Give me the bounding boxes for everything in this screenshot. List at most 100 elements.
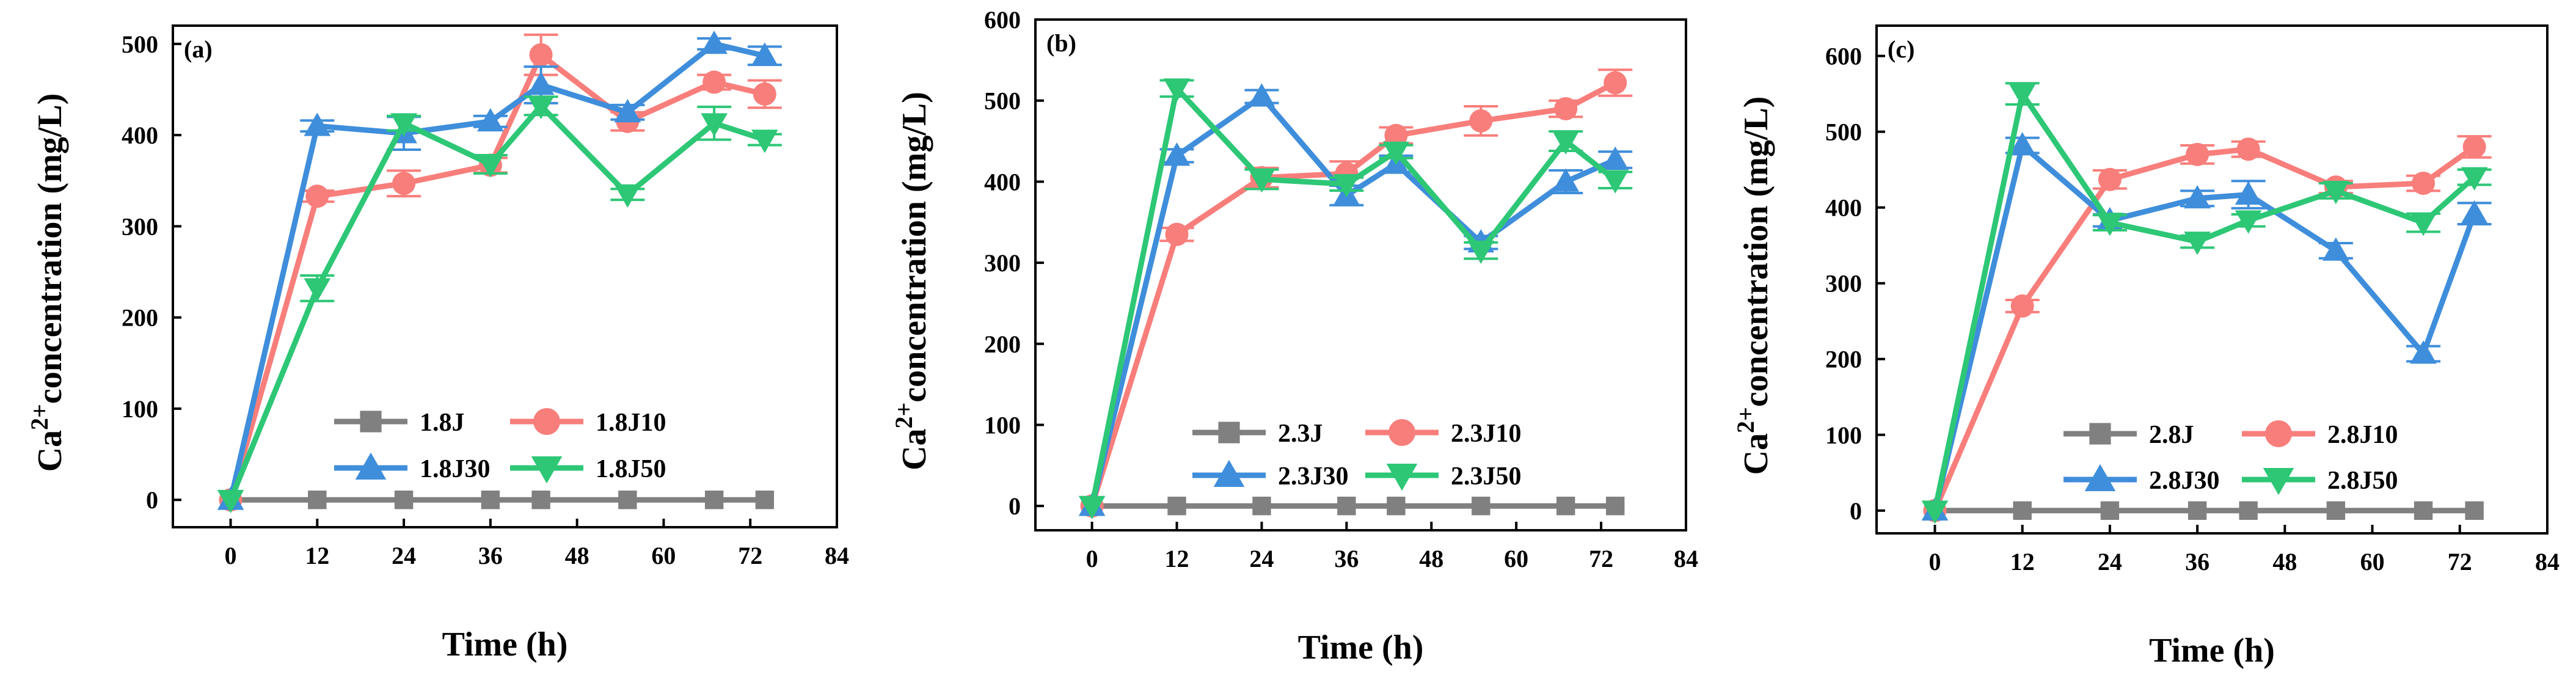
legend: 2.8J 2.8J10 2.8J30 2.8J50 <box>2063 420 2398 495</box>
legend-label: 2.3J30 <box>1278 462 1349 491</box>
x-tick-label: 84 <box>825 542 849 569</box>
data-point <box>304 278 331 302</box>
data-point <box>2462 135 2486 159</box>
y-tick-label: 300 <box>122 213 158 240</box>
panel-b: 0 12 24 36 48 60 72 84 0 100 200 300 400 500 600 Time (… <box>890 6 1698 667</box>
data-point <box>1163 78 1191 102</box>
data-point <box>701 31 728 54</box>
data-point <box>1387 496 1406 516</box>
legend-marker <box>2265 420 2292 447</box>
data-point <box>2412 171 2436 195</box>
legend-label: 1.8J30 <box>420 455 491 483</box>
y-tick-label: 500 <box>984 87 1021 115</box>
data-point <box>2184 184 2211 209</box>
x-tick-label: 72 <box>1589 545 1613 572</box>
legend-label: 1.8J <box>420 409 465 437</box>
series-line <box>228 41 765 501</box>
series-1.8J50 <box>217 95 782 514</box>
y-tick-label: 300 <box>1825 270 1862 298</box>
y-tick-label: 200 <box>122 304 158 332</box>
data-point <box>704 491 724 510</box>
legend-marker <box>2084 464 2116 491</box>
panel-tag: (a) <box>184 35 213 63</box>
y-axis-title: Ca2+concentration (mg/L) <box>26 93 69 472</box>
data-point <box>1606 496 1625 516</box>
legend: 1.8J 1.8J10 1.8J30 1.8J50 <box>334 408 666 484</box>
legend-label: 2.3J10 <box>1451 420 1522 448</box>
data-point <box>1554 97 1578 120</box>
data-point <box>618 491 637 510</box>
data-point <box>2235 210 2262 234</box>
data-point <box>2322 237 2349 261</box>
data-point <box>1602 146 1629 170</box>
y-tick-label: 100 <box>1825 422 1862 449</box>
y-tick-label: 600 <box>1825 43 1862 70</box>
x-tick-label: 12 <box>2010 548 2035 575</box>
x-tick-label: 60 <box>1504 545 1528 572</box>
legend-marker <box>355 452 387 480</box>
legend-marker <box>2089 423 2111 445</box>
data-point <box>2187 501 2207 520</box>
y-tick-label: 0 <box>146 486 158 514</box>
series-line <box>1932 144 2476 512</box>
y-tick-label: 300 <box>984 249 1021 277</box>
series-2.3J10 <box>1080 68 1633 518</box>
x-tick-label: 24 <box>2098 548 2122 575</box>
data-point <box>1552 131 1580 155</box>
x-tick-label: 0 <box>1928 548 1941 575</box>
data-point <box>2009 84 2036 108</box>
plot-frame <box>1034 18 1687 531</box>
series-2.8J30 <box>1921 132 2492 521</box>
data-point <box>1333 173 1360 198</box>
x-tick-label: 60 <box>2360 548 2385 575</box>
series-2.8J50 <box>1921 82 2492 524</box>
x-tick-label: 84 <box>1674 545 1698 572</box>
series-1.8J <box>221 491 775 510</box>
data-point <box>477 154 504 178</box>
data-point <box>2461 200 2488 224</box>
x-tick-label: 60 <box>651 542 676 569</box>
data-point <box>1921 500 1949 524</box>
data-point <box>1472 496 1491 516</box>
data-point <box>755 491 775 510</box>
x-tick-label: 36 <box>478 542 503 569</box>
data-point <box>481 491 500 510</box>
data-point <box>1467 240 1495 265</box>
data-point <box>394 491 414 510</box>
x-tick-label: 72 <box>2448 548 2472 575</box>
legend-label: 2.8J30 <box>2149 467 2220 495</box>
data-point <box>614 98 641 123</box>
legend-marker <box>1386 464 1418 491</box>
y-tick-label: 0 <box>1850 497 1862 525</box>
series-2.3J30 <box>1078 83 1633 516</box>
data-point <box>1469 109 1493 133</box>
legend-label: 1.8J50 <box>596 455 666 483</box>
data-point <box>1384 123 1408 147</box>
y-tick-label: 0 <box>1009 492 1021 520</box>
data-point <box>1556 496 1575 516</box>
data-point <box>701 113 728 137</box>
x-tick-label: 36 <box>1334 545 1359 572</box>
legend: 2.3J 2.3J10 2.3J30 2.3J50 <box>1192 419 1522 491</box>
y-tick-label: 100 <box>984 411 1021 439</box>
data-point <box>2098 167 2122 191</box>
data-point <box>527 95 555 120</box>
data-point <box>390 113 417 137</box>
data-point <box>1248 83 1275 107</box>
data-point <box>1167 496 1186 516</box>
data-point <box>308 491 327 510</box>
data-point <box>751 42 778 66</box>
series-2.8J10 <box>1923 135 2492 522</box>
data-point <box>2410 213 2437 236</box>
data-point <box>1078 495 1106 520</box>
legend-label: 2.3J50 <box>1451 462 1522 491</box>
data-point <box>1552 168 1580 192</box>
plot-frame <box>172 24 838 528</box>
series-2.3J50 <box>1078 78 1633 520</box>
data-point <box>1337 496 1356 516</box>
y-tick-label: 100 <box>122 395 158 423</box>
legend-label: 2.8J <box>2149 421 2194 449</box>
y-tick-label: 500 <box>1825 119 1862 146</box>
